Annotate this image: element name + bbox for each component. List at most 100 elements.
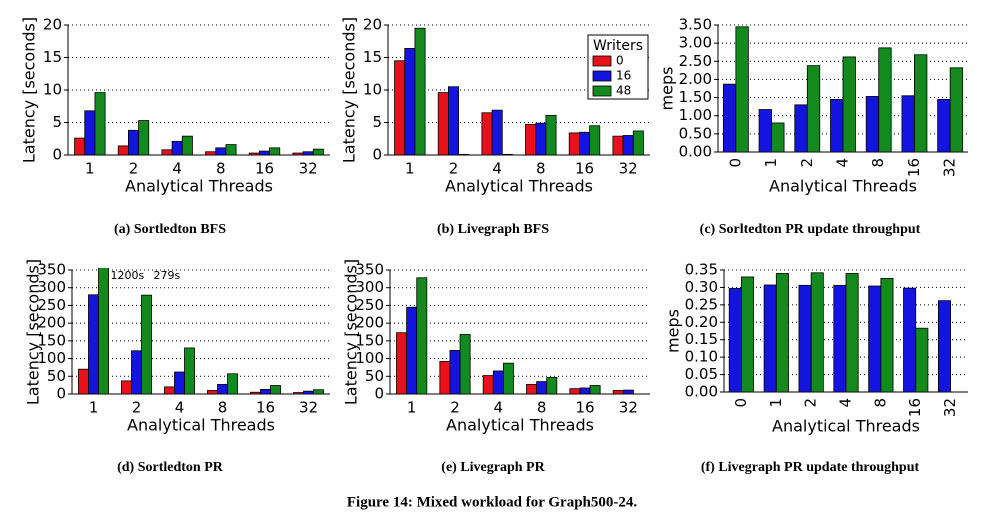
bar xyxy=(481,112,493,155)
x-tick-label: 4 xyxy=(494,399,504,417)
y-tick-label: 0.00 xyxy=(679,143,712,161)
bar xyxy=(270,385,281,394)
bar xyxy=(589,125,601,155)
x-tick-label: 2 xyxy=(129,160,139,178)
y-tick-label: 50 xyxy=(47,367,66,385)
bar xyxy=(459,334,471,394)
bar xyxy=(833,284,847,392)
bar xyxy=(880,277,894,392)
x-tick-label: 16 xyxy=(256,399,275,417)
bar xyxy=(501,153,513,155)
y-tick-label: 20 xyxy=(43,16,62,34)
y-tick-label: 0.10 xyxy=(685,348,718,366)
bar xyxy=(612,135,624,155)
y-tick-label: 2.50 xyxy=(679,52,712,70)
y-tick-label: 250 xyxy=(355,296,384,314)
y-axis-label: Latency [seconds] xyxy=(340,17,359,163)
x-tick-label: 8 xyxy=(869,158,887,168)
bar xyxy=(437,92,449,155)
x-axis-label: Analytical Threads xyxy=(125,177,273,196)
bar xyxy=(579,387,591,394)
legend-swatch xyxy=(592,70,612,82)
bar xyxy=(771,122,785,152)
bar xyxy=(622,135,634,155)
bar xyxy=(491,109,503,155)
legend-label: 16 xyxy=(616,69,631,83)
bar xyxy=(794,104,808,152)
bar xyxy=(98,268,109,394)
x-tick-label: 32 xyxy=(299,399,318,417)
y-axis-label: Latency [seconds] xyxy=(24,259,43,405)
y-tick-label: 0 xyxy=(52,146,62,164)
bar xyxy=(260,388,271,394)
y-tick-label: 250 xyxy=(37,296,66,314)
bar xyxy=(313,389,324,394)
bar xyxy=(798,284,812,392)
x-tick-label: 32 xyxy=(941,398,959,417)
bar xyxy=(184,347,195,394)
panel-caption: (a) Sortledton BFS xyxy=(114,222,226,237)
bar xyxy=(842,56,856,152)
x-tick-label: 4 xyxy=(837,398,855,408)
x-tick-label: 4 xyxy=(834,158,852,168)
bar xyxy=(536,381,548,394)
bar xyxy=(632,130,644,155)
bar xyxy=(878,47,892,152)
bar xyxy=(128,129,139,155)
x-axis-label: Analytical Threads xyxy=(127,416,275,435)
y-tick-label: 0.35 xyxy=(685,261,718,279)
bar xyxy=(303,390,314,394)
y-tick-label: 15 xyxy=(43,48,62,66)
x-tick-label: 2 xyxy=(802,398,820,408)
bar xyxy=(121,380,132,394)
bar xyxy=(449,350,461,394)
bar xyxy=(293,392,304,394)
x-tick-label: 32 xyxy=(619,399,638,417)
x-tick-label: 8 xyxy=(536,160,546,178)
bar xyxy=(396,332,408,394)
bar xyxy=(741,276,755,392)
legend-swatch xyxy=(592,55,612,67)
y-tick-label: 200 xyxy=(355,314,384,332)
y-tick-label: 200 xyxy=(37,314,66,332)
bar xyxy=(259,150,270,155)
y-tick-label: 0 xyxy=(374,385,384,403)
x-axis-label: Analytical Threads xyxy=(769,177,917,196)
bar xyxy=(525,124,537,155)
bar xyxy=(949,67,964,152)
x-tick-label: 32 xyxy=(299,160,318,178)
x-tick-label: 16 xyxy=(575,160,594,178)
bar xyxy=(174,371,185,394)
bar xyxy=(535,122,547,155)
bar xyxy=(439,361,451,394)
y-tick-label: 0.00 xyxy=(685,383,718,401)
bar xyxy=(250,391,261,394)
bar xyxy=(763,284,777,392)
x-tick-label: 0 xyxy=(732,398,750,408)
y-tick-label: 0.50 xyxy=(679,124,712,142)
legend-swatch xyxy=(592,85,612,97)
bar xyxy=(914,54,928,152)
bar xyxy=(404,48,416,155)
x-tick-label: 8 xyxy=(871,398,889,408)
x-tick-label: 4 xyxy=(175,399,185,417)
x-tick-label: 1 xyxy=(85,160,95,178)
bar xyxy=(458,153,470,155)
bar xyxy=(205,151,217,155)
panel-caption: (d) Sortledton PR xyxy=(117,460,224,475)
y-tick-label: 0.20 xyxy=(685,313,718,331)
y-tick-label: 350 xyxy=(37,261,66,279)
x-tick-label: 2 xyxy=(450,399,460,417)
value-label: 279s xyxy=(154,269,181,282)
y-tick-label: 0 xyxy=(372,146,382,164)
y-tick-label: 0.15 xyxy=(685,330,718,348)
x-tick-label: 16 xyxy=(906,398,924,417)
x-tick-label: 8 xyxy=(218,399,228,417)
panel-caption: (e) Livegraph PR xyxy=(441,460,545,475)
bar xyxy=(181,135,193,155)
panel: 0.000.501.001.502.002.503.003.50 0 1 2 4 8 16 3… xyxy=(658,16,968,237)
x-tick-label: 16 xyxy=(255,160,274,178)
x-tick-label: 16 xyxy=(575,399,594,417)
